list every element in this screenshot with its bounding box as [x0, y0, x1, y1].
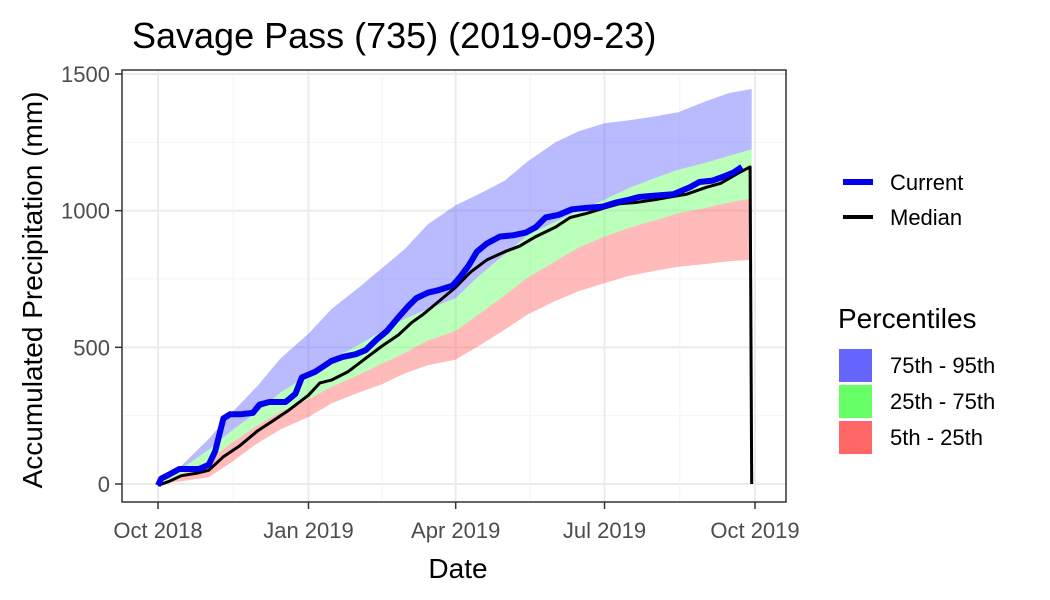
series-current-line: [155, 164, 744, 487]
x-axis: Oct 2018 Jan 2019 Apr 2019 Jul 2019 Oct 2019: [113, 502, 800, 543]
plot-border: [121, 69, 787, 503]
y-tick-label: 0: [98, 472, 110, 497]
legend-label: Current: [890, 170, 963, 195]
chart-title: Savage Pass (735) (2019-09-23): [132, 15, 656, 56]
series-median-line: [157, 165, 754, 487]
legend-swatch: [839, 421, 872, 454]
x-axis-title: Date: [428, 553, 487, 584]
legend-title: Percentiles: [838, 303, 977, 334]
legend-label: Median: [890, 205, 962, 230]
series-lines: [155, 164, 754, 487]
legend-swatch: [839, 349, 872, 382]
x-tick-label: Oct 2018: [113, 518, 202, 543]
y-tick-label: 500: [73, 335, 110, 360]
x-tick-label: Apr 2019: [411, 518, 500, 543]
y-axis: 0 500 1000 1500: [61, 62, 122, 497]
legend-swatch: [839, 385, 872, 418]
band-5th-25th: [158, 198, 752, 484]
x-tick-label: Jan 2019: [263, 518, 354, 543]
plot-frame: [121, 69, 787, 503]
x-tick-label: Oct 2019: [710, 518, 799, 543]
y-tick-label: 1500: [61, 62, 110, 87]
y-axis-title: Accumulated Precipitation (mm): [17, 92, 48, 489]
x-tick-label: Jul 2019: [563, 518, 646, 543]
y-tick-label: 1000: [61, 199, 110, 224]
band-25th-75th: [158, 149, 752, 484]
legend: Current Median Percentiles 75th - 95th 25th …: [838, 170, 995, 454]
legend-label: 5th - 25th: [890, 425, 983, 450]
legend-label: 25th - 75th: [890, 389, 995, 414]
legend-label: 75th - 95th: [890, 353, 995, 378]
